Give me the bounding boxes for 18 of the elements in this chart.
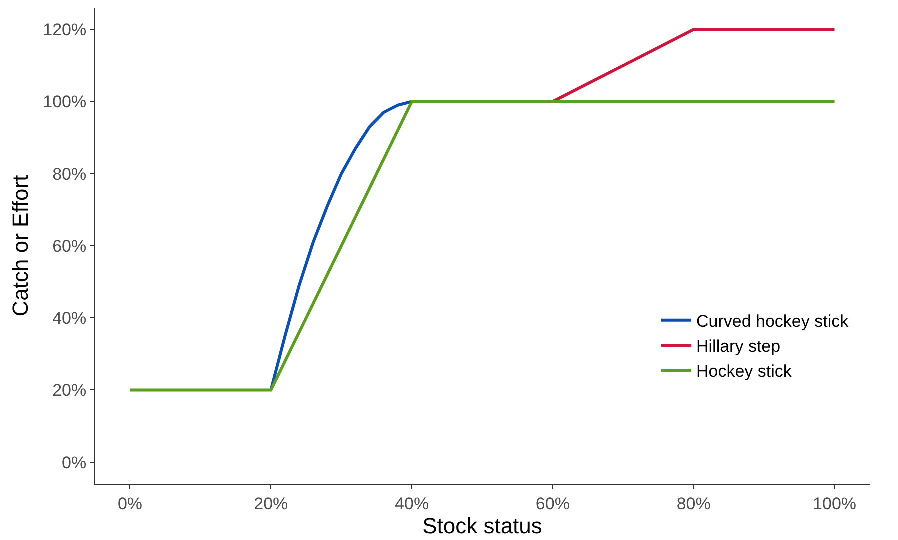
y-tick-label: 40% bbox=[52, 309, 87, 328]
legend-label: Curved hockey stick bbox=[696, 312, 850, 331]
x-tick-label: 20% bbox=[254, 494, 288, 514]
x-tick-label: 40% bbox=[395, 494, 430, 514]
x-axis-title: Stock status bbox=[422, 513, 542, 538]
y-axis-title: Catch or Effort bbox=[8, 175, 33, 317]
y-tick-label: 60% bbox=[52, 236, 87, 256]
x-tick-label: 0% bbox=[118, 494, 143, 514]
x-tick-label: 100% bbox=[813, 494, 857, 514]
y-tick-label: 0% bbox=[62, 453, 87, 472]
legend-label: Hockey stick bbox=[696, 362, 792, 382]
x-tick-label: 80% bbox=[676, 494, 711, 514]
y-tick-label: 20% bbox=[52, 381, 87, 400]
x-tick-label: 60% bbox=[536, 494, 570, 514]
y-tick-label: 120% bbox=[43, 20, 87, 40]
legend-label: Hillary step bbox=[696, 337, 781, 356]
y-tick-label: 100% bbox=[43, 92, 87, 112]
y-tick-label: 80% bbox=[52, 164, 87, 184]
